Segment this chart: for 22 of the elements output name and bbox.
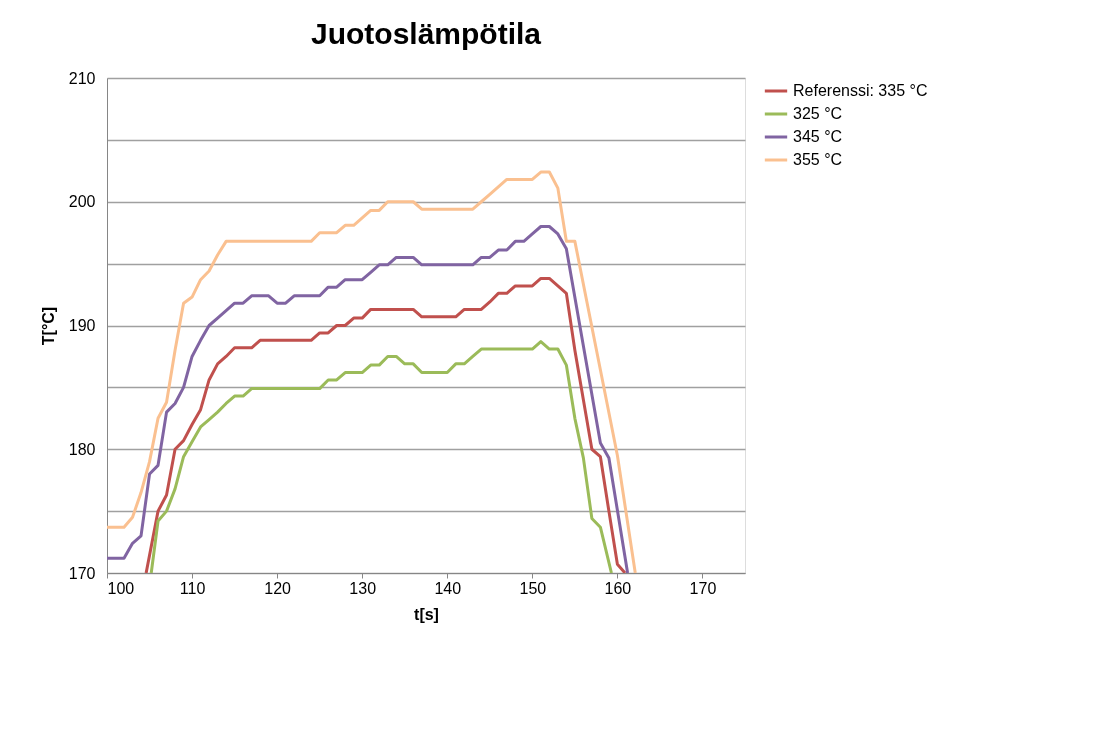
y-tick-label: 210 — [68, 69, 96, 87]
y-tick-label: 180 — [68, 440, 96, 458]
legend-label: 325 °C — [793, 105, 843, 122]
x-tick-label: 110 — [179, 579, 206, 597]
x-tick-label: 170 — [689, 579, 717, 597]
legend-label: Referenssi: 335 °C — [793, 82, 928, 99]
x-tick-label: 130 — [349, 579, 377, 597]
x-tick-label: 120 — [264, 579, 292, 597]
y-tick-label: 200 — [68, 193, 96, 211]
x-axis-title: t[s] — [414, 605, 439, 623]
y-tick-label: 190 — [68, 317, 96, 334]
y-axis-title: T[°C] — [39, 306, 57, 346]
line-series — [149, 340, 613, 573]
chart-title: Juotoslämpötila — [310, 17, 542, 50]
line-series — [144, 276, 627, 573]
legend-label: 345 °C — [793, 128, 843, 145]
x-tick-label: 160 — [604, 579, 632, 597]
x-tick-label: 140 — [434, 579, 462, 597]
y-tick-label: 170 — [68, 564, 96, 582]
x-tick-label: 150 — [519, 579, 547, 597]
legend-label: 355 °C — [793, 151, 843, 168]
x-tick-label: 100 — [107, 579, 135, 597]
